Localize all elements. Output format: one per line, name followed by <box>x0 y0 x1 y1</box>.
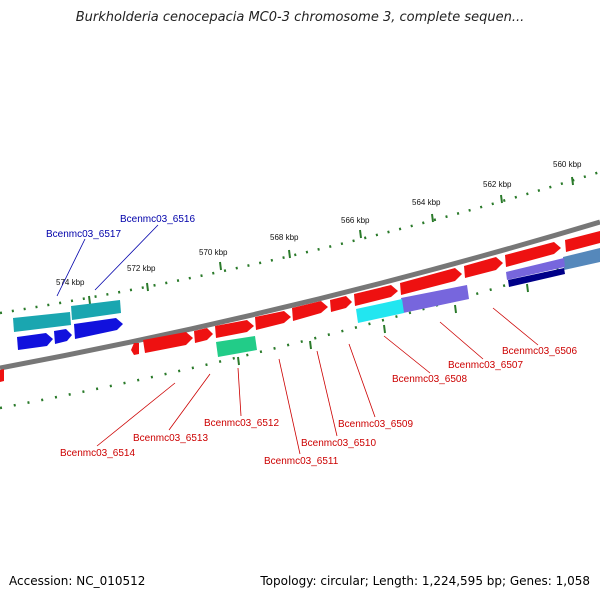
gene-label-6509[interactable]: Bcenmc03_6509 <box>338 419 413 430</box>
gene-arrow[interactable] <box>131 343 139 355</box>
major-tick-562 <box>500 194 503 204</box>
gene-label-6510[interactable]: Bcenmc03_6510 <box>301 438 376 449</box>
gene-arrow[interactable] <box>354 285 398 306</box>
scale-label-562: 562 kbp <box>483 180 512 189</box>
major-tick-568 <box>288 249 291 259</box>
leader-line-6507 <box>439 321 484 360</box>
major-tick-560 <box>571 176 574 186</box>
gene-block-green[interactable] <box>216 336 257 357</box>
major-tick-572 <box>146 282 149 292</box>
gene-arrow[interactable] <box>194 328 213 343</box>
topology-summary: Topology: circular; Length: 1,224,595 bp… <box>260 574 590 588</box>
gene-label-6513[interactable]: Bcenmc03_6513 <box>133 433 208 444</box>
major-tick-570 <box>219 261 222 271</box>
gene-block-steel[interactable] <box>563 248 600 270</box>
gene-arrow[interactable] <box>292 301 328 321</box>
leader-line-6516 <box>94 224 159 291</box>
gene-block-teal-a[interactable] <box>13 312 71 332</box>
leader-line-6511 <box>278 358 301 455</box>
major-tick-564 <box>431 213 434 223</box>
inner-tick-e <box>526 283 529 293</box>
leader-lines <box>56 224 539 455</box>
leader-line-6506 <box>492 307 539 346</box>
major-tick-566 <box>359 229 362 239</box>
map-title: Burkholderia cenocepacia MC0-3 chromosom… <box>75 10 525 25</box>
gene-block-navy[interactable] <box>508 268 565 287</box>
gene-arrow[interactable] <box>143 332 193 353</box>
scale-label-566: 566 kbp <box>341 216 370 225</box>
gene-label-6508[interactable]: Bcenmc03_6508 <box>392 374 467 385</box>
inner-scale-ring <box>0 254 600 410</box>
inner-tick-d <box>454 304 457 314</box>
scale-label-560: 560 kbp <box>553 160 582 169</box>
leader-line-6510 <box>316 350 338 437</box>
gene-label-6516[interactable]: Bcenmc03_6516 <box>120 214 195 225</box>
inner-tick-b <box>309 340 312 350</box>
outer-scale-dots <box>0 170 600 315</box>
chromosome-backbone <box>0 219 600 371</box>
gene-arrow-blue[interactable] <box>74 318 123 339</box>
scale-label-568: 568 kbp <box>270 233 299 242</box>
gene-arrow-lead[interactable] <box>0 369 4 382</box>
leader-line-6509 <box>348 343 376 418</box>
gene-label-6507[interactable]: Bcenmc03_6507 <box>448 360 523 371</box>
inner-tick-a <box>237 356 240 366</box>
gene-arrow[interactable] <box>215 320 254 338</box>
leader-line-6517 <box>56 238 86 297</box>
scale-label-564: 564 kbp <box>412 198 441 207</box>
outer-scale-ring <box>0 170 600 315</box>
gene-arrow[interactable] <box>565 231 600 252</box>
scale-label-574: 574 kbp <box>56 278 85 287</box>
gene-labels: Bcenmc03_6506 Bcenmc03_6507 Bcenmc03_650… <box>46 214 577 467</box>
gene-label-6506[interactable]: Bcenmc03_6506 <box>502 346 577 357</box>
inner-scale-dots <box>0 254 600 410</box>
major-tick-574 <box>88 295 91 305</box>
gene-block-teal-b[interactable] <box>71 300 121 320</box>
gene-arrow-blue[interactable] <box>54 329 72 344</box>
leader-line-6513 <box>168 373 211 431</box>
gene-arrow[interactable] <box>330 296 352 312</box>
gene-label-6512[interactable]: Bcenmc03_6512 <box>204 418 279 429</box>
leader-line-6512 <box>237 367 242 417</box>
gene-block-cyan[interactable] <box>356 299 404 323</box>
accession-text: Accession: NC_010512 <box>9 574 146 588</box>
scale-labels: 560 kbp 562 kbp 564 kbp 566 kbp 568 kbp … <box>56 160 582 287</box>
gene-arrow[interactable] <box>400 268 462 295</box>
gene-arrow[interactable] <box>464 257 503 278</box>
gene-arrow-blue[interactable] <box>17 333 53 350</box>
gene-track <box>0 231 600 382</box>
gene-block-violet[interactable] <box>401 285 469 313</box>
gene-arrow[interactable] <box>255 311 291 330</box>
leader-line-6508 <box>383 335 431 374</box>
gene-label-6514[interactable]: Bcenmc03_6514 <box>60 448 135 459</box>
inner-tick-c <box>383 324 386 334</box>
gene-arrow[interactable] <box>505 242 561 267</box>
gene-label-6517[interactable]: Bcenmc03_6517 <box>46 229 121 240</box>
gene-label-6511[interactable]: Bcenmc03_6511 <box>264 456 339 467</box>
gene-block-violet-upper[interactable] <box>506 258 565 280</box>
scale-label-572: 572 kbp <box>127 264 156 273</box>
scale-label-570: 570 kbp <box>199 248 228 257</box>
leader-line-6514 <box>96 382 176 447</box>
